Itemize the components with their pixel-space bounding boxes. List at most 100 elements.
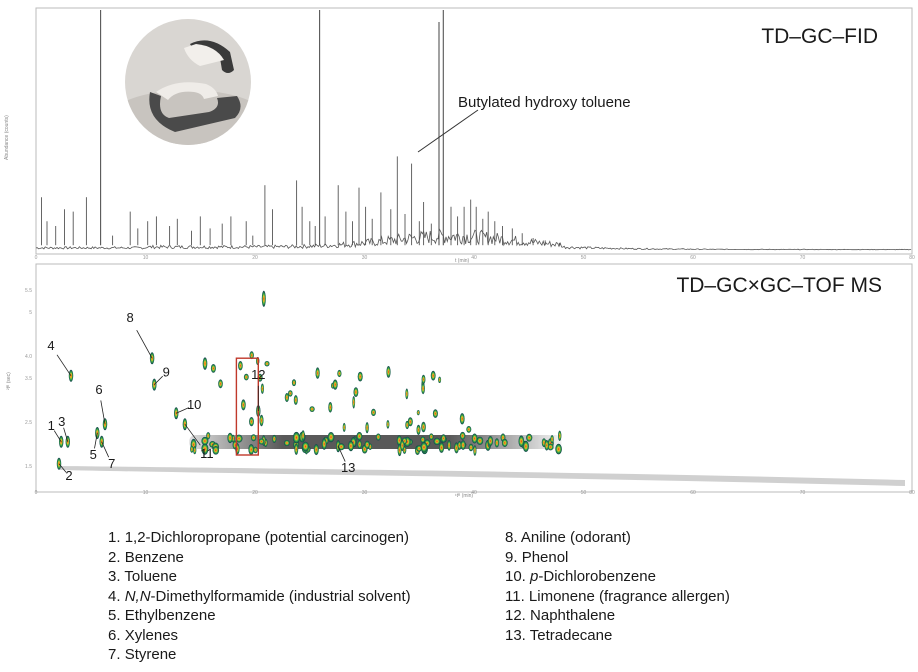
gcxgc-spot-upper-29 [259,414,264,427]
gcxgc-spot-band-40 [447,440,451,451]
gcxgc-spot-upper-7 [432,409,438,418]
legend-compound-name: 1,2-Dichloropropane (potential carcinoge… [124,529,410,546]
fid-x-tick-20: 20 [252,255,258,261]
gcxgc-spot-band-1 [429,433,434,441]
gcxgc-peak-label-2: 2 [65,468,72,483]
gcxgc-spot-band-62 [420,442,428,453]
gcxgc-x-axis-label: ¹tᴿ (min) [455,493,473,499]
gcxgc-spot-upper-12 [466,426,472,433]
legend-italic-prefix: p [530,568,539,585]
gcxgc-spot-band-72 [193,446,197,455]
legend-item-1: 1. 1,2-Dichloropropane (potential carcin… [108,528,411,548]
fid-x-axis-label: t (min) [455,258,470,264]
fid-y-axis-label: Abundance (counts) [4,115,10,160]
fid-x-tick-80: 80 [909,255,915,261]
legend-number: 3. [108,568,125,585]
gcxgc-spot-upper-24 [416,424,421,435]
gcxgc-y-axis-label: ²tᴿ (sec) [6,372,12,390]
gcxgc-spot-upper-27 [309,406,315,412]
legend-number: 7. [108,646,125,663]
gcxgc-spot-upper-5 [210,364,216,373]
legend-compound-name: Styrene [124,646,177,663]
gcxgc-leader-13 [337,446,346,462]
gcxgc-spot-band-90 [400,440,405,451]
gcxgc-leader-9 [154,375,163,385]
gcxgc-spot-upper-18 [416,410,420,416]
gcxgc-spot-band-59 [190,445,194,453]
gcxgc-spot-upper-21 [421,374,426,384]
gcxgc-spot-band-15 [375,433,381,441]
gcxgc-peak-label-1: 1 [48,418,55,433]
gcxgc-y-tick-2.5: 2.5 [25,420,32,426]
fid-x-tick-70: 70 [800,255,806,261]
gcxgc-spot-band-81 [544,440,549,451]
gcxgc-spot-band-70 [235,434,243,443]
legend-number: 13. [505,626,530,644]
gcxgc-peak-spots [56,290,562,470]
gcxgc-peak-label-3: 3 [58,414,65,429]
gcxgc-spot-upper-23 [353,387,359,397]
gcxgc-panel: ²tᴿ (sec) 1.52.53.54.055.5 0 10 20 30 40 50 60… [6,263,915,499]
gcxgc-spot-band-46 [547,443,554,451]
gcxgc-spot-band-73 [321,438,327,450]
fid-chromatogram-trace [35,227,912,251]
gcxgc-spot-band-78 [522,440,529,452]
legend-item-13: 13. Tetradecane [505,626,730,646]
gcxgc-spot-band-82 [494,438,500,448]
gcxgc-spot-upper-32 [288,390,293,397]
gcxgc-spot-band-44 [433,437,441,445]
gcxgc-spot-band-34 [248,444,254,455]
gcxgc-spot-band-32 [457,440,462,450]
legend-compound-name: Tetradecane [529,626,613,644]
gcxgc-spot-upper-31 [438,376,442,383]
gcxgc-spot-band-88 [416,445,422,452]
gcxgc-spot-upper-8 [352,396,356,409]
legend-compound-name: Naphthalene [530,607,616,624]
gcxgc-spot-band-80 [284,440,290,446]
gcxgc-x-tick-60: 60 [690,490,696,496]
gcxgc-spot-band-87 [420,436,426,443]
gcxgc-peak-label-11: 11 [200,446,214,461]
legend-number: 1. [108,529,125,546]
legend-compound-name: Phenol [521,548,569,566]
gcxgc-spot-band-76 [227,432,233,444]
gcxgc-spot-upper-11 [421,383,425,395]
gcxgc-leader-11 [184,423,201,446]
legend-number: 8. [505,529,521,546]
gcxgc-peak-label-8: 8 [126,310,133,325]
gcxgc-x-tick-10: 10 [143,490,149,496]
gcxgc-leader-3 [63,427,69,442]
legend-number: 11. [505,587,529,605]
gcxgc-spot-band-30 [301,430,305,441]
legend-item-6: 6. Xylenes [108,626,411,646]
gcxgc-spot-upper-43 [332,379,338,390]
gcxgc-spot-band-51 [459,431,466,440]
legend-number: 10. [505,568,531,585]
legend-item-12: 12. Naphthalene [505,606,730,626]
gcxgc-baseline-band [60,466,905,486]
fid-peaks [41,10,560,246]
gcxgc-spot-band-10 [476,436,484,445]
gcxgc-spot-band-67 [468,443,474,452]
gcxgc-leader-4 [56,354,72,377]
gcxgc-leader-10 [176,407,189,414]
gcxgc-main-band [189,435,562,449]
legend-item-11: 11. Limonene (fragrance allergen) [505,587,730,607]
legend-item-9: 9. Phenol [505,548,730,568]
gcxgc-spot-band-37 [251,434,257,442]
gcxgc-spot-band-45 [253,446,258,454]
legend-number: 4. [108,587,125,605]
gcxgc-spot-band-33 [294,443,299,455]
gcxgc-spot-upper-2 [365,422,369,434]
gcxgc-spot-band-75 [364,440,370,449]
gcxgc-spot-upper-9 [430,370,436,381]
gcxgc-spot-upper-13 [243,373,249,381]
gcxgc-spot-band-68 [473,445,477,456]
gcxgc-x-tick-50: 50 [581,490,587,496]
gcxgc-spot-band-79 [201,436,209,446]
gcxgc-spot-band-57 [487,436,493,446]
gcxgc-title: TD–GC×GC–TOF MS [676,274,882,297]
chromatogram-figure: Abundance (counts) 0 10 20 30 40 50 60 70 80 t (… [4,7,915,499]
gcxgc-spot-band-50 [526,433,533,442]
gcxgc-spot-upper-38 [315,367,320,379]
